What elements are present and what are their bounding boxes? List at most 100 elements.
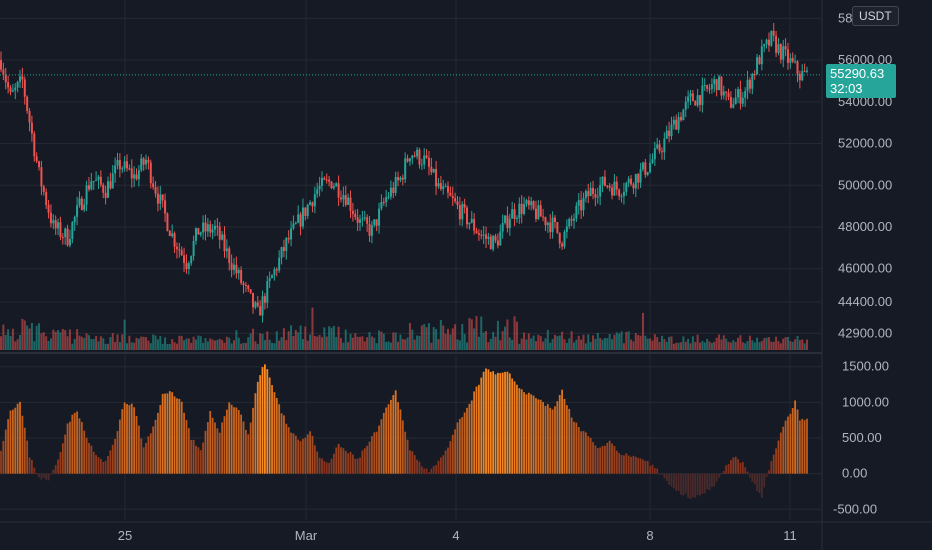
histogram-bar	[556, 401, 559, 474]
histogram-bar	[230, 404, 233, 474]
candle-body	[33, 133, 36, 157]
candle-body	[142, 158, 145, 165]
histogram-bar	[204, 430, 207, 474]
candle-body	[128, 168, 131, 170]
volume-bar	[454, 324, 457, 350]
volume-bar	[268, 339, 271, 350]
candle-body	[668, 130, 671, 137]
candle-body	[489, 236, 492, 250]
candle-body	[496, 240, 499, 246]
candle-body	[563, 232, 566, 247]
candle-body	[456, 201, 459, 206]
currency-unit-label[interactable]: USDT	[852, 6, 899, 26]
histogram-bar	[746, 471, 749, 474]
histogram-bar	[256, 381, 259, 474]
histogram-bar	[544, 405, 547, 474]
volume-bar	[444, 333, 447, 350]
histogram-bar	[418, 461, 421, 474]
volume-bar	[95, 335, 98, 350]
candlestick-series	[0, 22, 822, 323]
volume-bar	[230, 343, 233, 350]
histogram-bar	[513, 381, 516, 474]
candle-body	[161, 194, 164, 201]
histogram-bar	[442, 455, 445, 474]
volume-bar	[287, 331, 290, 350]
volume-bar	[480, 316, 483, 350]
candle-body	[784, 46, 787, 50]
volume-bar	[175, 343, 178, 350]
candle-body	[625, 183, 628, 192]
volume-bar	[782, 338, 785, 350]
candle-body	[439, 183, 442, 190]
histogram-bar	[634, 456, 637, 474]
histogram-bar	[394, 390, 397, 474]
histogram-bar	[33, 467, 36, 474]
histogram-bar	[437, 460, 440, 474]
candle-body	[123, 161, 126, 169]
volume-bar	[575, 339, 578, 350]
candle-body	[622, 191, 625, 197]
volume-bar	[565, 342, 568, 350]
price-tick-label: 44400.00	[838, 294, 892, 309]
candle-body	[323, 177, 326, 180]
histogram-bar	[687, 473, 690, 498]
candle-body	[380, 202, 383, 209]
candle-body	[368, 223, 371, 236]
candle-body	[154, 187, 157, 194]
histogram-bar	[580, 431, 583, 474]
volume-bar	[770, 341, 773, 350]
histogram-bar	[285, 423, 288, 474]
candle-body	[432, 169, 435, 173]
histogram-bar	[765, 473, 768, 477]
candle-body	[332, 186, 335, 189]
volume-bar	[168, 343, 171, 350]
candle-body	[185, 262, 188, 269]
volume-bar	[171, 339, 174, 350]
volume-bar	[137, 338, 140, 350]
candle-body	[349, 197, 352, 211]
volume-bar	[596, 332, 599, 350]
volume-bar	[641, 312, 644, 350]
volume-bar	[744, 343, 747, 350]
candle-body	[204, 222, 207, 232]
candle-body	[351, 210, 354, 214]
volume-bar	[178, 335, 181, 350]
candle-body	[687, 96, 690, 102]
histogram-bar	[85, 437, 88, 474]
histogram-bar	[551, 409, 554, 474]
volume-bar	[126, 343, 129, 350]
candle-body	[463, 204, 466, 208]
histogram-bar	[565, 405, 568, 474]
histogram-bar	[575, 422, 578, 474]
histogram-bar	[803, 420, 806, 474]
grid-lines	[0, 0, 822, 520]
candle-body	[106, 181, 109, 198]
volume-bar	[52, 329, 55, 350]
volume-bar	[451, 328, 454, 350]
volume-bar	[297, 332, 300, 350]
volume-bar	[561, 331, 564, 350]
candle-body	[285, 237, 288, 251]
histogram-bar	[233, 407, 235, 474]
volume-bar	[47, 340, 50, 350]
volume-bar	[518, 343, 521, 350]
histogram-bar	[0, 450, 2, 474]
candle-body	[292, 223, 295, 229]
histogram-bar	[135, 415, 138, 474]
volume-bar	[615, 332, 618, 350]
candle-body	[418, 149, 421, 165]
candle-body	[137, 170, 140, 180]
candle-body	[275, 269, 278, 271]
candle-body	[294, 222, 297, 224]
histogram-bar	[430, 468, 433, 474]
volume-bar	[639, 335, 642, 350]
price-tick-label: 48000.00	[838, 219, 892, 234]
volume-bar	[563, 339, 566, 350]
volume-bar	[475, 315, 478, 350]
histogram-bar	[751, 473, 754, 482]
histogram-bar	[710, 473, 713, 488]
histogram-bar	[306, 434, 309, 474]
volume-bar	[73, 338, 76, 350]
histogram-bar	[313, 445, 316, 474]
